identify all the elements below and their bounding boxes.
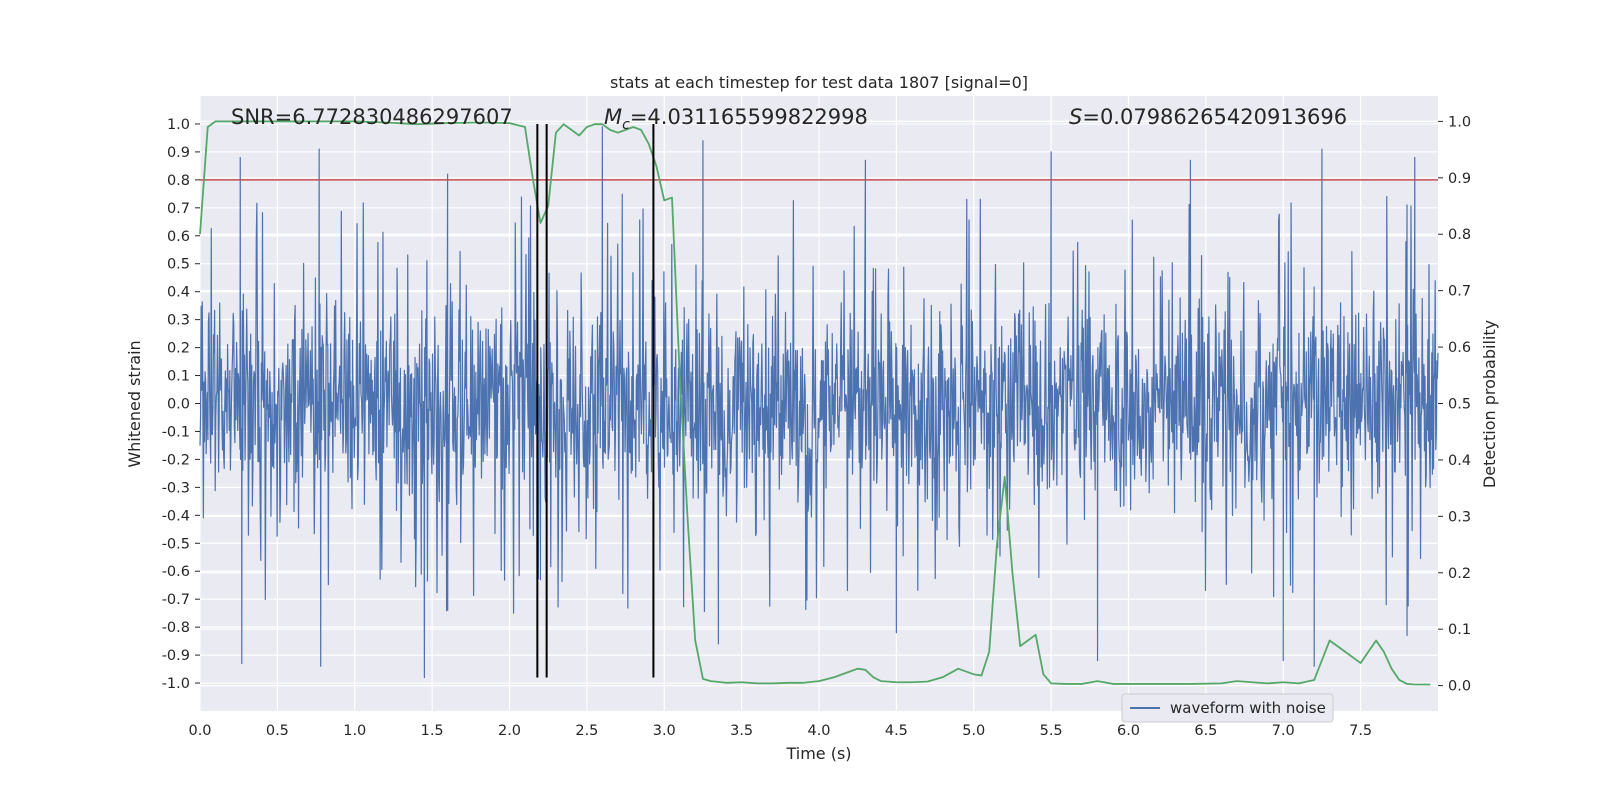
legend: waveform with noise xyxy=(1121,693,1334,723)
probability-line xyxy=(199,120,1431,686)
y-tick-label-left: 0.5 xyxy=(167,257,190,273)
tick-labels: 0.0 0.5 1.0 1.5 2.0 2.5 3.0 3.5 4.0 4.5 5.0 5.5 6.0 6… xyxy=(162,114,1471,739)
y-tick-label-right: 0.2 xyxy=(1448,566,1471,582)
y-tick-label-right: 0.8 xyxy=(1448,227,1471,243)
chirp-mass-subscript: c xyxy=(622,117,630,133)
waveform-line xyxy=(199,126,1439,679)
y-tick-label-left: -0.5 xyxy=(162,536,190,552)
legend-box xyxy=(1121,693,1334,723)
y-tick-label-left: 0.2 xyxy=(167,341,190,357)
x-axis-label: Time (s) xyxy=(785,744,851,763)
x-tick-label: 0.5 xyxy=(266,723,289,739)
x-tick-label: 1.5 xyxy=(421,723,444,739)
y-tick-label-left: 0.4 xyxy=(167,285,190,301)
y-axis-label-left: Whitened strain xyxy=(125,340,144,467)
y-tick-label-left: -0.1 xyxy=(162,424,190,440)
x-tick-label: 4.5 xyxy=(885,723,908,739)
y-tick-label-left: -0.7 xyxy=(162,592,190,608)
y-tick-label-left: -0.2 xyxy=(162,452,190,468)
chirp-mass-value: =4.031165599822998 xyxy=(630,105,868,129)
probability-series xyxy=(199,120,1431,686)
x-tick-label: 4.0 xyxy=(807,723,830,739)
y-tick-label-right: 0.5 xyxy=(1448,397,1471,413)
y-tick-label-left: -0.4 xyxy=(162,508,190,524)
chirp-mass-symbol: M xyxy=(604,105,622,129)
x-tick-label: 5.5 xyxy=(1040,723,1063,739)
y-tick-label-left: -0.6 xyxy=(162,564,190,580)
legend-label-waveform: waveform with noise xyxy=(1170,699,1326,717)
y-tick-label-right: 1.0 xyxy=(1448,114,1471,130)
x-tick-label: 7.5 xyxy=(1349,723,1372,739)
y-tick-label-left: 0.3 xyxy=(167,313,190,329)
y-tick-label-right: 0.1 xyxy=(1448,622,1471,638)
y-tick-label-right: 0.6 xyxy=(1448,340,1471,356)
chirp-mass-annotation: Mc=4.031165599822998 xyxy=(604,105,868,133)
noise-series xyxy=(199,126,1439,679)
y-tick-label-right: 0.4 xyxy=(1448,453,1471,469)
y-tick-label-right: 0.3 xyxy=(1448,509,1471,525)
y-tick-label-right: 0.0 xyxy=(1448,679,1471,695)
x-tick-label: 2.5 xyxy=(575,723,598,739)
y-tick-label-left: -0.8 xyxy=(162,620,190,636)
x-tick-label: 1.0 xyxy=(343,723,366,739)
y-tick-label-right: 0.7 xyxy=(1448,284,1471,300)
y-tick-label-left: 0.0 xyxy=(167,397,190,413)
y-tick-label-right: 0.9 xyxy=(1448,171,1471,187)
y-tick-label-left: -1.0 xyxy=(162,676,190,692)
y-axis-label-right: Detection probability xyxy=(1480,320,1499,488)
y-tick-label-left: -0.9 xyxy=(162,648,190,664)
y-tick-label-left: 1.0 xyxy=(167,117,190,133)
y-tick-label-left: 0.7 xyxy=(167,201,190,217)
x-tick-label: 6.5 xyxy=(1194,723,1217,739)
y-tick-label-left: -0.3 xyxy=(162,480,190,496)
x-tick-label: 7.0 xyxy=(1272,723,1295,739)
s-symbol: S xyxy=(1069,105,1082,129)
x-tick-label: 3.0 xyxy=(653,723,676,739)
x-tick-label: 0.0 xyxy=(188,723,211,739)
x-tick-label: 2.0 xyxy=(498,723,521,739)
snr-annotation: SNR=6.772830486297607 xyxy=(231,105,513,129)
y-tick-label-left: 0.8 xyxy=(167,173,190,189)
x-tick-label: 6.0 xyxy=(1117,723,1140,739)
x-tick-label: 5.0 xyxy=(962,723,985,739)
y-tick-label-left: 0.1 xyxy=(167,369,190,385)
marker-lines xyxy=(536,123,655,678)
s-value: =0.07986265420913696 xyxy=(1082,105,1347,129)
y-tick-label-left: 0.9 xyxy=(167,145,190,161)
chart-title: stats at each timestep for test data 180… xyxy=(610,73,1028,92)
y-tick-label-left: 0.6 xyxy=(167,229,190,245)
s-annotation: S=0.07986265420913696 xyxy=(1069,105,1347,129)
x-tick-label: 3.5 xyxy=(730,723,753,739)
